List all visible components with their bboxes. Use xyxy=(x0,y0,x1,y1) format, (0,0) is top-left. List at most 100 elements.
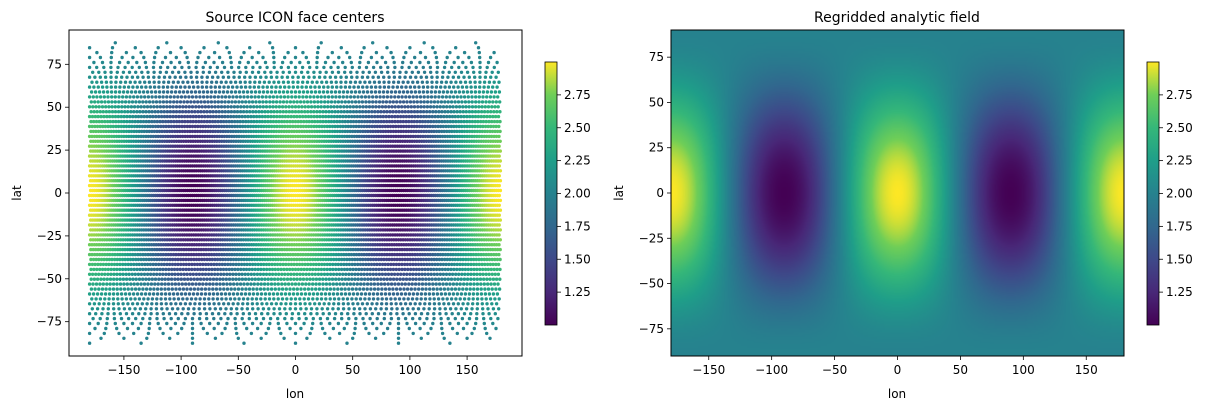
scatter-point xyxy=(445,297,449,301)
scatter-point xyxy=(480,262,484,267)
scatter-point xyxy=(133,247,137,252)
scatter-point xyxy=(408,262,412,267)
scatter-point xyxy=(496,262,501,267)
scatter-point xyxy=(350,277,354,281)
scatter-point xyxy=(299,326,303,331)
scatter-point xyxy=(376,287,380,291)
scatter-point xyxy=(111,243,116,247)
scatter-point xyxy=(208,277,212,281)
scatter-point xyxy=(397,262,401,267)
scatter-point xyxy=(255,326,260,331)
scatter-point xyxy=(290,247,294,252)
scatter-point xyxy=(211,247,216,252)
scatter-point xyxy=(389,262,393,267)
scatter-point xyxy=(304,252,308,257)
scatter-point xyxy=(443,257,447,262)
scatter-point xyxy=(169,252,173,257)
scatter-point xyxy=(465,277,470,281)
scatter-point xyxy=(149,282,154,286)
scatter-point xyxy=(190,336,195,340)
scatter-point xyxy=(180,282,184,286)
scatter-point xyxy=(411,267,416,272)
scatter-point xyxy=(455,267,459,272)
scatter-point xyxy=(192,257,196,262)
scatter-point xyxy=(146,282,150,286)
scatter-point xyxy=(466,302,470,306)
scatter-point xyxy=(453,277,457,281)
scatter-point xyxy=(105,277,110,281)
scatter-point xyxy=(497,252,501,257)
scatter-point xyxy=(437,247,441,252)
scatter-point xyxy=(417,287,421,291)
scatter-point xyxy=(121,277,126,281)
scatter-point xyxy=(448,257,452,262)
scatter-point xyxy=(310,326,314,331)
scatter-point xyxy=(115,262,119,267)
scatter-point xyxy=(483,262,487,267)
scatter-point xyxy=(207,238,211,242)
scatter-point xyxy=(331,272,336,276)
scatter-point xyxy=(279,292,284,296)
scatter-point xyxy=(91,257,96,262)
scatter-point xyxy=(118,272,122,276)
scatter-point xyxy=(448,252,453,257)
scatter-point xyxy=(418,316,422,321)
scatter-point xyxy=(225,321,229,326)
scatter-point xyxy=(288,252,293,257)
scatter-point xyxy=(389,316,394,321)
scatter-point xyxy=(491,262,495,267)
scatter-point xyxy=(318,243,323,247)
scatter-point xyxy=(386,272,391,276)
scatter-point xyxy=(474,262,479,267)
scatter-point xyxy=(434,282,438,286)
scatter-point xyxy=(247,267,252,272)
scatter-point xyxy=(204,243,208,247)
scatter-point xyxy=(111,297,116,301)
scatter-point xyxy=(227,252,232,257)
scatter-point xyxy=(399,243,404,247)
scatter-point xyxy=(233,321,238,326)
scatter-point xyxy=(319,272,324,276)
scatter-point xyxy=(93,287,97,291)
scatter-point xyxy=(308,238,313,242)
scatter-point xyxy=(292,247,296,252)
scatter-point xyxy=(361,262,365,267)
scatter-point xyxy=(236,247,240,252)
scatter-point xyxy=(206,247,211,252)
scatter-point xyxy=(137,297,142,301)
scatter-point xyxy=(390,252,394,257)
scatter-point xyxy=(371,292,376,296)
scatter-point xyxy=(135,302,140,306)
scatter-point xyxy=(94,257,98,262)
scatter-point xyxy=(226,262,230,267)
scatter-point xyxy=(156,238,160,242)
scatter-point xyxy=(425,262,429,267)
scatter-point xyxy=(111,292,116,296)
scatter-point xyxy=(339,267,344,272)
scatter-point xyxy=(415,297,419,301)
scatter-point xyxy=(115,277,119,281)
scatter-point xyxy=(459,307,463,311)
scatter-point xyxy=(87,243,92,247)
scatter-point xyxy=(325,262,329,267)
scatter-point xyxy=(122,282,126,286)
left-chart-title: Source ICON face centers xyxy=(206,10,385,26)
scatter-point xyxy=(212,262,216,267)
scatter-point xyxy=(424,287,428,291)
scatter-point xyxy=(123,257,127,262)
scatter-point xyxy=(494,243,499,247)
scatter-point xyxy=(429,257,434,262)
scatter-point xyxy=(152,247,157,252)
scatter-point xyxy=(238,282,243,286)
scatter-point xyxy=(240,307,244,311)
scatter-point xyxy=(198,312,202,316)
scatter-point xyxy=(168,257,172,262)
scatter-point xyxy=(367,297,371,301)
scatter-point xyxy=(144,267,148,272)
scatter-point xyxy=(178,287,182,291)
scatter-point xyxy=(144,287,149,291)
scatter-point xyxy=(367,262,371,267)
scatter-point xyxy=(92,267,96,272)
scatter-point xyxy=(496,238,500,242)
